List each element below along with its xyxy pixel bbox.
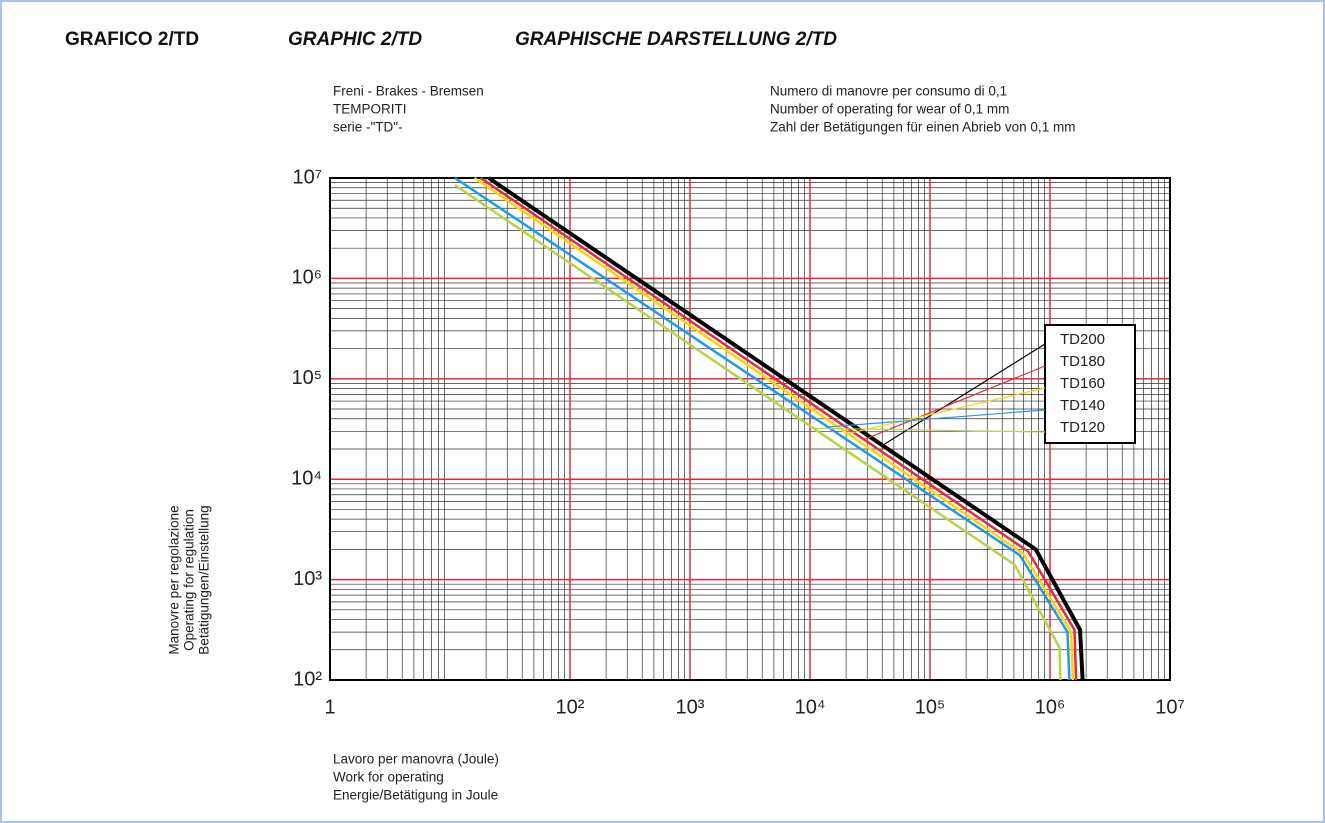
note: Numero di manovre per consumo di 0,1 — [770, 84, 1007, 99]
series-line — [473, 176, 1075, 681]
note: Zahl der Betätigungen für einen Abrieb v… — [770, 120, 1075, 135]
note: Freni - Brakes - Bremsen — [333, 84, 484, 99]
series-line — [454, 176, 1071, 681]
y-axis-label: Manovre per regolazione Operating for re… — [167, 505, 212, 654]
series-line — [487, 176, 1085, 681]
y-tick-label: 10² — [293, 668, 322, 690]
plot-border — [329, 177, 1171, 681]
x-axis-label: Work for operating — [333, 770, 444, 785]
y-tick-label: 10⁷ — [293, 166, 322, 188]
note: serie -"TD"- — [333, 120, 403, 135]
y-axis-label: Operating for regulation — [182, 509, 197, 651]
y-axis-label: Betätigungen/Einstellung — [197, 505, 212, 654]
x-tick-label: 10² — [556, 696, 585, 718]
legend-label: TD200 — [1060, 331, 1105, 348]
legend-label: TD160 — [1060, 375, 1105, 392]
series-line — [479, 176, 1078, 681]
heading: GRAPHIC 2/TD — [288, 29, 422, 50]
legend-label: TD140 — [1060, 397, 1105, 414]
y-axis-label: Manovre per regolazione — [167, 505, 182, 654]
leader-line — [813, 427, 1046, 433]
leader-line — [827, 409, 1046, 428]
y-tick-label: 10⁴ — [291, 467, 322, 489]
note: Number of operating for wear of 0,1 mm — [770, 102, 1009, 117]
y-tick-label: 10⁶ — [292, 267, 322, 289]
heading: GRAFICO 2/TD — [65, 29, 199, 50]
x-tick-label: 10⁴ — [795, 696, 826, 718]
y-tick-label: 10³ — [293, 568, 322, 590]
series-line — [454, 184, 1062, 681]
x-tick-label: 10⁶ — [1035, 696, 1065, 718]
x-tick-label: 10³ — [676, 696, 705, 718]
heading: GRAPHISCHE DARSTELLUNG 2/TD — [515, 29, 837, 50]
x-tick-label: 1 — [324, 696, 335, 718]
legend-label: TD120 — [1060, 419, 1105, 436]
leader-line — [847, 387, 1046, 435]
leader-line — [863, 365, 1046, 441]
legend-box — [1044, 324, 1136, 444]
y-tick-label: 10⁵ — [291, 367, 322, 389]
legend-label: TD180 — [1060, 353, 1105, 370]
x-tick-label: 10⁵ — [915, 696, 946, 718]
x-axis-label: Energie/Betätigung in Joule — [333, 788, 498, 803]
x-axis-label: Lavoro per manovra (Joule) — [333, 752, 499, 767]
leader-line — [882, 343, 1046, 446]
x-tick-label: 10⁷ — [1155, 696, 1184, 718]
note: TEMPORITI — [333, 102, 407, 117]
